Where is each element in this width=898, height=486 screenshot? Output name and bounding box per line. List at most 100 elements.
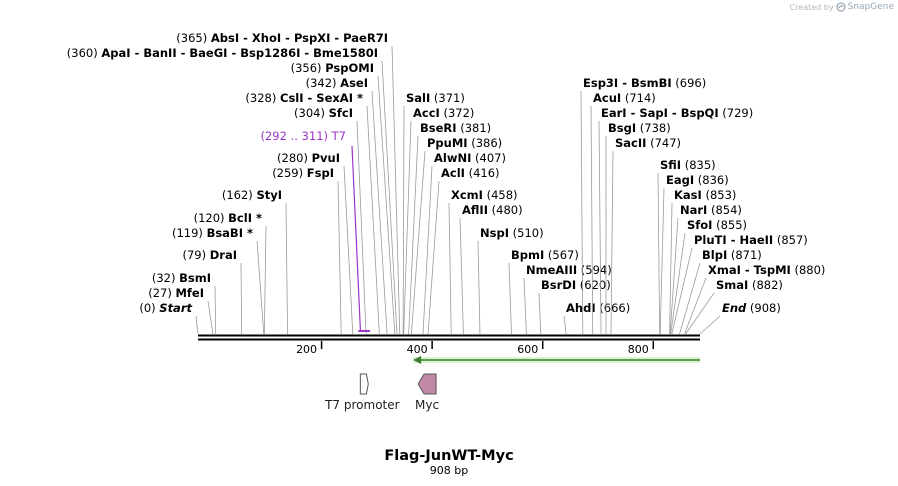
orf-arrowhead bbox=[413, 356, 422, 364]
site-position: (714) bbox=[621, 91, 656, 105]
site-position: (857) bbox=[773, 233, 808, 247]
enzyme-name: BspQI bbox=[681, 106, 719, 120]
site-label: (120) BclI * bbox=[194, 211, 262, 225]
site-label: NarI (854) bbox=[680, 203, 742, 217]
site-label: SalI (371) bbox=[406, 91, 465, 105]
site-label-text: PpuMI (386) bbox=[427, 136, 502, 150]
site-label: BsgI (738) bbox=[608, 121, 671, 135]
site-label-text: AccI (372) bbox=[413, 106, 474, 120]
site-label: EagI (836) bbox=[666, 173, 729, 187]
enzyme-name: FspI bbox=[307, 166, 334, 180]
site-position: (854) bbox=[707, 203, 742, 217]
site-label: KasI (853) bbox=[674, 188, 736, 202]
site-label: End (908) bbox=[722, 301, 781, 315]
map-length: 908 bp bbox=[430, 464, 468, 477]
site-label-text: Esp3I - BsmBI (696) bbox=[583, 76, 706, 90]
site-leader-line bbox=[580, 90, 584, 335]
enzyme-name: AbsI bbox=[211, 31, 239, 45]
site-leader-line bbox=[448, 202, 452, 335]
site-position: (882) bbox=[748, 278, 783, 292]
site-leader-line bbox=[684, 277, 707, 335]
site-label-text: NspI (510) bbox=[480, 226, 544, 240]
primer-position: (292 .. 311) bbox=[261, 129, 332, 143]
enzyme-name: NspI bbox=[480, 226, 509, 240]
site-label: SfiI (835) bbox=[660, 158, 716, 172]
site-label-text: PluTI - HaeII (857) bbox=[694, 233, 808, 247]
site-leader-line bbox=[459, 217, 464, 335]
site-leader-line bbox=[670, 232, 686, 335]
primer-label: (292 .. 311) T7 bbox=[261, 129, 347, 143]
site-label: SacII (747) bbox=[615, 136, 681, 150]
site-label-text: (162) StyI bbox=[222, 188, 282, 202]
enzyme-name: Bsp1286I bbox=[240, 46, 300, 60]
enzyme-name: AseI bbox=[340, 76, 368, 90]
enzyme-name: BsrDI bbox=[541, 278, 576, 292]
site-position: (696) bbox=[672, 76, 707, 90]
enzyme-name: XcmI bbox=[451, 188, 483, 202]
enzyme-name: BsaBI * bbox=[207, 226, 253, 240]
site-separator: - bbox=[618, 76, 631, 90]
promoter-arrow-icon bbox=[359, 373, 369, 395]
site-label-text: AclI (416) bbox=[441, 166, 500, 180]
site-position: (304) bbox=[294, 106, 329, 120]
site-position: (855) bbox=[712, 218, 747, 232]
site-label: BseRI (381) bbox=[420, 121, 491, 135]
site-label-text: KasI (853) bbox=[674, 188, 736, 202]
enzyme-name: PvuI bbox=[312, 151, 340, 165]
site-label-text: (365) AbsI - XhoI - PspXI - PaeR7I bbox=[176, 31, 388, 45]
site-label: AhdI (666) bbox=[566, 301, 630, 315]
enzyme-name: AclI bbox=[441, 166, 465, 180]
site-label: EarI - SapI - BspQI (729) bbox=[601, 106, 753, 120]
map-title: Flag-JunWT-Myc bbox=[384, 448, 513, 464]
site-label: (356) PspOMI bbox=[291, 61, 374, 75]
site-position: (620) bbox=[576, 278, 611, 292]
site-position: (510) bbox=[509, 226, 544, 240]
site-label-text: AflII (480) bbox=[462, 203, 523, 217]
site-label: (360) ApaI - BanII - BaeGI - Bsp1286I - … bbox=[67, 46, 378, 60]
site-leader-line bbox=[343, 165, 354, 335]
site-label: AccI (372) bbox=[413, 106, 474, 120]
site-separator: - bbox=[300, 46, 313, 60]
credit-brand: SnapGene bbox=[847, 2, 894, 12]
enzyme-name: AhdI bbox=[566, 301, 596, 315]
enzyme-name: DraI bbox=[210, 248, 237, 262]
site-label-text: AhdI (666) bbox=[566, 301, 630, 315]
site-label: (119) BsaBI * bbox=[172, 226, 253, 240]
site-leader-line bbox=[598, 120, 602, 335]
primer-name: T7 bbox=[331, 129, 346, 143]
enzyme-name: SalI bbox=[406, 91, 430, 105]
site-leader-line bbox=[214, 285, 217, 335]
site-label: (27) MfeI bbox=[148, 286, 204, 300]
enzyme-name: AflII bbox=[462, 203, 488, 217]
site-leader-line bbox=[337, 180, 342, 335]
site-position: (567) bbox=[544, 248, 579, 262]
site-label: AclI (416) bbox=[441, 166, 500, 180]
enzyme-name: SexAI * bbox=[316, 91, 363, 105]
site-position: (747) bbox=[646, 136, 681, 150]
site-label-text: SacII (747) bbox=[615, 136, 681, 150]
site-leader-line bbox=[669, 202, 673, 335]
enzyme-name: BsgI bbox=[608, 121, 636, 135]
site-label-text: (342) AseI bbox=[306, 76, 368, 90]
site-separator: - bbox=[668, 106, 681, 120]
credit: Created by SnapGene bbox=[790, 2, 894, 12]
site-position: (666) bbox=[596, 301, 631, 315]
site-separator: - bbox=[177, 46, 190, 60]
site-separator: - bbox=[227, 46, 240, 60]
enzyme-name: PpuMI bbox=[427, 136, 468, 150]
site-position: (871) bbox=[727, 248, 762, 262]
site-label-text: (32) BsmI bbox=[152, 271, 211, 285]
enzyme-name: SacII bbox=[615, 136, 646, 150]
site-position: (32) bbox=[152, 271, 179, 285]
site-leader-line bbox=[256, 240, 265, 335]
enzyme-name: PaeR7I bbox=[343, 31, 388, 45]
site-leader-line bbox=[657, 172, 661, 335]
site-position: (119) bbox=[172, 226, 207, 240]
site-label: (365) AbsI - XhoI - PspXI - PaeR7I bbox=[176, 31, 388, 45]
site-position: (853) bbox=[702, 188, 737, 202]
site-leader-line bbox=[377, 75, 396, 335]
site-leader-line bbox=[671, 247, 693, 335]
site-label-text: (360) ApaI - BanII - BaeGI - Bsp1286I - … bbox=[67, 46, 378, 60]
site-position: (738) bbox=[636, 121, 671, 135]
site-label: SmaI (882) bbox=[716, 278, 783, 292]
